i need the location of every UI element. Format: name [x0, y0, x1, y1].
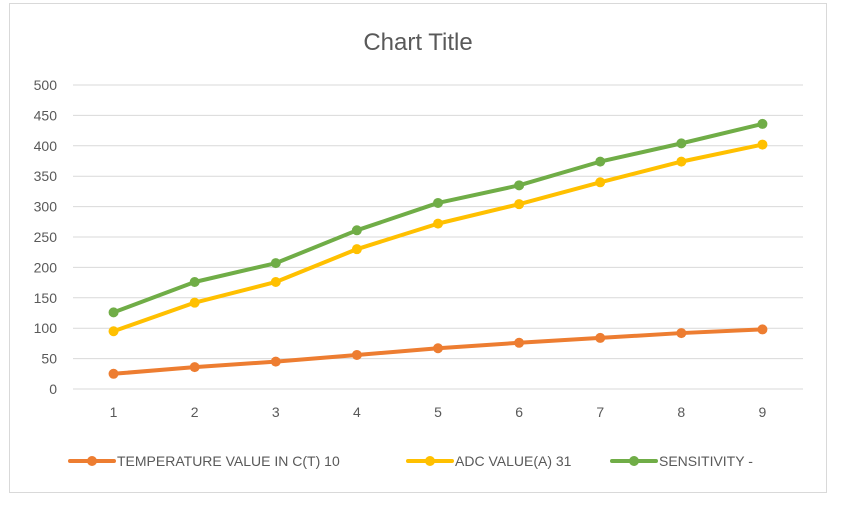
x-tick-label: 4	[353, 404, 361, 420]
legend-item: SENSITIVITY -	[610, 453, 753, 469]
series-line	[111, 121, 765, 315]
legend-label: SENSITIVITY -	[659, 453, 753, 469]
y-tick-label: 300	[34, 199, 58, 215]
x-tick-label: 5	[434, 404, 442, 420]
y-tick-label: 150	[34, 290, 58, 306]
y-tick-label: 350	[34, 168, 58, 184]
data-point	[270, 356, 281, 367]
y-tick-label: 0	[49, 381, 57, 397]
data-point	[595, 156, 606, 167]
y-tick-label: 400	[34, 138, 58, 154]
data-point	[433, 218, 443, 229]
y-tick-label: 50	[41, 351, 57, 367]
plot-series	[108, 118, 768, 379]
x-tick-label: 2	[191, 404, 199, 420]
data-point	[433, 197, 443, 208]
data-point	[189, 297, 200, 308]
y-tick-label: 250	[34, 229, 58, 245]
data-point	[757, 324, 768, 335]
data-point	[189, 276, 200, 287]
x-axis-ticks: 1 2 3 4 5 6 7 8 9	[110, 404, 767, 420]
data-point	[514, 337, 525, 348]
legend-marker	[87, 456, 97, 466]
legend-item: ADC VALUE(A) 31	[406, 453, 572, 469]
data-point	[351, 225, 362, 236]
data-point	[108, 307, 119, 318]
legend: TEMPERATURE VALUE IN C(T) 10 ADC VALUE(A)…	[68, 453, 753, 469]
x-tick-label: 1	[110, 404, 118, 420]
y-tick-label: 200	[34, 259, 58, 275]
data-point	[514, 199, 525, 210]
data-point	[676, 156, 687, 167]
data-point	[270, 276, 281, 287]
data-point	[270, 258, 281, 269]
chart-title: Chart Title	[363, 29, 472, 56]
x-tick-label: 8	[677, 404, 685, 420]
data-point	[595, 177, 606, 188]
data-point	[514, 180, 525, 191]
legend-label: ADC VALUE(A) 31	[455, 453, 572, 469]
x-tick-label: 7	[596, 404, 604, 420]
legend-marker	[629, 456, 639, 466]
data-point	[351, 349, 362, 360]
data-point	[757, 118, 768, 129]
legend-item: TEMPERATURE VALUE IN C(T) 10	[68, 453, 340, 469]
data-point	[108, 326, 119, 337]
x-tick-label: 6	[515, 404, 523, 420]
legend-marker	[425, 456, 435, 466]
data-point	[676, 328, 687, 339]
data-point	[757, 139, 768, 150]
y-tick-label: 500	[34, 77, 58, 93]
x-tick-label: 3	[272, 404, 280, 420]
series-3	[108, 118, 768, 318]
series-2	[108, 139, 768, 337]
legend-label: TEMPERATURE VALUE IN C(T) 10	[117, 453, 340, 469]
data-point	[108, 368, 119, 379]
data-point	[189, 362, 200, 373]
data-point	[676, 138, 687, 149]
data-point	[433, 343, 443, 354]
gridlines	[73, 84, 803, 390]
data-point	[595, 332, 606, 343]
y-tick-label: 450	[34, 107, 58, 123]
data-point	[351, 244, 362, 255]
series-1	[108, 324, 768, 379]
series-line	[111, 142, 765, 334]
y-tick-label: 100	[34, 320, 58, 336]
x-tick-label: 9	[759, 404, 767, 420]
y-axis-ticks: 0 50 100 150 200 250 300 350 400 450 500	[34, 77, 58, 397]
